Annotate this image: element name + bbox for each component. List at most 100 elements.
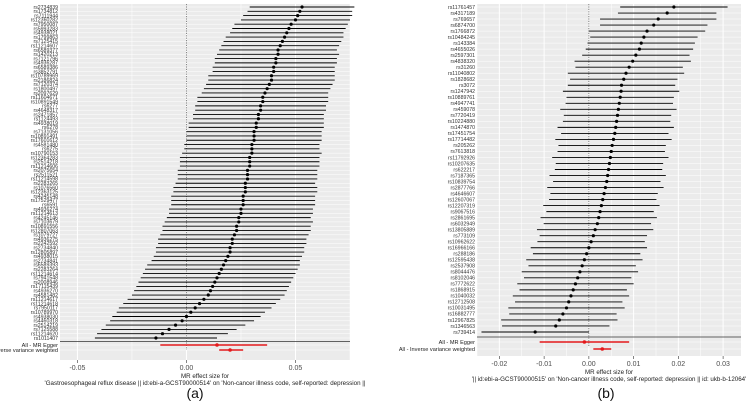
snp-effect-point [618, 95, 622, 99]
snp-effect-point [610, 143, 614, 148]
snp-label: rs7613818 [450, 149, 475, 155]
snp-label: rs6275 [42, 147, 58, 153]
snp-label: rs10207635 [448, 161, 476, 167]
snp-effect-point [241, 198, 245, 203]
snp-label: rs3072 [459, 83, 475, 89]
snp-effect-point [642, 35, 646, 39]
snp-label: rs739414 [453, 330, 475, 336]
snp-label: rs4938015 [33, 254, 58, 260]
snp-effect-point [289, 22, 293, 26]
snp-effect-point [219, 267, 223, 271]
snp-effect-point [250, 151, 254, 155]
snp-label: rs1124493 [34, 117, 58, 123]
snp-label: rs12207319 [448, 203, 476, 209]
snp-effect-point [601, 197, 605, 202]
snp-effect-point [197, 302, 202, 306]
snp-effect-point [211, 284, 215, 289]
snp-effect-point [602, 191, 606, 196]
snp-label: rs12805897 [31, 250, 59, 256]
snp-effect-point [243, 181, 247, 185]
snp-effect-point [300, 5, 304, 9]
snp-effect-point [241, 203, 245, 207]
snp-effect-point [637, 47, 642, 51]
snp-label: rs7941548 [33, 276, 58, 282]
snp-effect-point [180, 319, 184, 323]
x-tick-label: 0.00 [582, 361, 596, 368]
snp-effect-point [554, 324, 558, 328]
snp-effect-point [645, 29, 649, 33]
snp-effect-point [639, 41, 643, 45]
panel-background [60, 4, 350, 360]
snp-label: rs12607067 [448, 197, 476, 203]
snp-effect-point [582, 258, 586, 262]
snp-effect-point [252, 134, 256, 138]
snp-label: rs7121796 [33, 56, 58, 62]
snp-effect-point [606, 167, 611, 172]
snp-label: rs7950087 [33, 22, 58, 28]
snp-label: rs4936287 [33, 61, 58, 67]
snp-label: rs1800497 [33, 86, 58, 92]
snp-effect-point [274, 56, 278, 61]
snp-label: rs6589393 [33, 263, 58, 269]
snp-effect-point [248, 164, 252, 168]
snp-label: rs2242592 [33, 241, 58, 247]
snp-label: rs2283264 [33, 267, 58, 273]
x-tick-label: -0.02 [491, 361, 507, 368]
snp-label: rs11214620 [31, 332, 58, 338]
snp-label: rs4938019 [33, 121, 58, 127]
summary-effect-point [600, 347, 605, 351]
snp-label: rs11792926 [448, 155, 475, 161]
snp-label: rs2597301 [450, 53, 475, 59]
snp-label: rs2075654 [33, 168, 58, 174]
snp-label: rs7131056 [33, 129, 58, 135]
snp-label: rs4245148 [33, 194, 58, 200]
snp-label: rs10891491 [31, 134, 59, 140]
snp-label: rs4938030 [33, 314, 58, 320]
snp-label: rs2186824 [33, 78, 58, 84]
snp-label: rs7187365 [450, 173, 475, 179]
forest-plot-b: rs11761457rs4317189rs769657rs6874700rs17… [399, 4, 746, 401]
snp-effect-point [627, 65, 631, 69]
snp-label: rs4245146 [33, 215, 58, 221]
snp-effect-point [254, 121, 258, 125]
snp-label: rs4648317 [33, 108, 58, 114]
snp-label: rs10891556 [31, 224, 59, 230]
snp-label: rs17714482 [448, 137, 476, 143]
snp-label: rs11214607 [31, 43, 58, 49]
snp-label: rs2537908 [450, 264, 475, 270]
snp-effect-point [631, 59, 635, 63]
snp-effect-point [576, 276, 580, 280]
snp-effect-point [217, 271, 221, 276]
snp-label: rs4936270 [33, 289, 58, 295]
snp-label: rs769657 [453, 17, 475, 23]
snp-effect-point [228, 250, 232, 254]
snp-label: rs31260 [456, 65, 475, 71]
snp-label: rs10789969 [31, 74, 59, 80]
snp-label: rs10789970 [31, 310, 59, 316]
snp-label: rs7125415 [33, 39, 58, 45]
snp-label: rs6589377 [33, 48, 58, 54]
panel-label: (a) [186, 385, 203, 401]
snp-effect-point [599, 204, 603, 208]
snp-effect-point [226, 254, 230, 258]
snp-label: rs16882777 [448, 312, 476, 318]
snp-label: rs4460318 [33, 319, 58, 325]
snp-label: rs10839754 [448, 179, 476, 185]
snp-effect-point [672, 5, 676, 9]
snp-label: rs10889761 [448, 95, 476, 101]
snp-effect-point [213, 280, 217, 284]
snp-label: rs6277 [42, 104, 58, 110]
snp-label: rs11214618 [31, 301, 58, 307]
snp-effect-point [585, 252, 589, 256]
snp-label: rs1247942 [450, 89, 475, 95]
snp-effect-point [608, 155, 612, 160]
snp-effect-point [154, 336, 158, 340]
snp-effect-point [615, 119, 619, 123]
snp-effect-point [665, 11, 669, 15]
snp-label: rs4646607 [450, 191, 475, 197]
snp-label: rs6874700 [450, 23, 475, 29]
snp-label: rs7772622 [450, 282, 475, 288]
snp-effect-point [269, 78, 274, 82]
snp-label: rs1474870 [450, 125, 475, 131]
